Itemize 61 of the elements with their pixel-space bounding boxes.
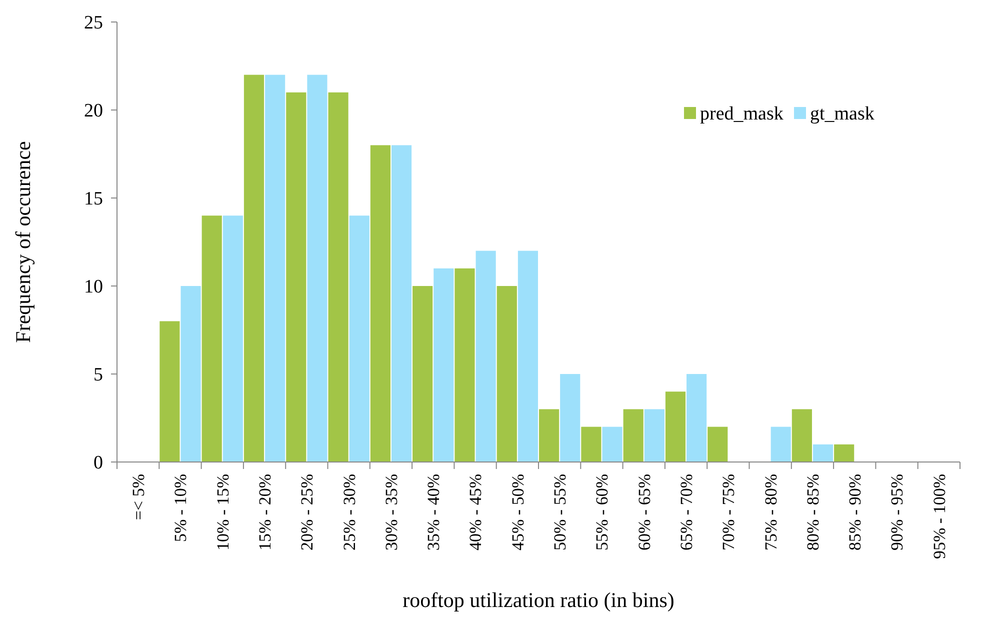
bar [265,74,286,462]
bar [222,216,243,462]
x-tick-label: 45% - 50% [508,474,528,550]
bar [286,92,306,462]
y-axis-title: Frequency of occurence [11,141,35,343]
bar [602,426,622,462]
bar [518,250,538,462]
y-tick-label: 20 [84,100,103,122]
x-tick-label: 35% - 40% [424,474,444,550]
x-tick-label: 85% - 90% [846,474,865,550]
x-tick-label: 40% - 45% [466,474,486,550]
bar [454,268,475,462]
x-tick-label: 10% - 15% [213,474,232,550]
x-axis-title: rooftop utilization ratio (in bins) [402,588,674,612]
x-tick-label: 80% - 85% [803,474,822,550]
bar [686,374,707,462]
x-tick-label: 70% - 75% [719,474,738,550]
bar [370,145,390,462]
bar [560,374,580,462]
x-tick-label: 30% - 35% [382,474,401,550]
x-tick-label: 55% - 60% [592,474,612,550]
bar [180,286,201,462]
bar [349,216,370,462]
x-tick-label: 5% - 10% [171,474,190,542]
bar [623,409,644,462]
bar [328,92,348,462]
bar [812,444,834,462]
bar [665,392,686,462]
x-tick-label: 15% - 20% [255,474,274,550]
bar [476,250,496,462]
x-tick-label: 20% - 25% [298,474,317,550]
x-tick-label: =< 5% [129,474,148,520]
x-tick-label: 95% - 100% [930,474,949,559]
x-tick-label: 25% - 30% [340,474,359,550]
bar [792,409,812,462]
y-tick-label: 15 [84,188,103,210]
bar [834,444,854,462]
bar [202,216,222,462]
x-tick-label: 90% - 95% [888,474,907,550]
bar [770,426,791,462]
bar [412,286,433,462]
y-tick-label: 25 [84,12,103,34]
bar [708,426,728,462]
y-tick-label: 0 [94,452,103,474]
y-tick-label: 10 [84,276,103,298]
x-tick-label: 75% - 80% [761,474,780,550]
bar [244,74,264,462]
legend-label: pred_mask [700,104,784,125]
bar [391,145,412,462]
x-tick-label: 65% - 70% [676,474,696,550]
bar [539,409,560,462]
bar [307,74,328,462]
x-tick-label: 60% - 65% [634,474,654,550]
bar [581,426,602,462]
bar [434,268,454,462]
bar [496,286,517,462]
bar [644,409,664,462]
bar [160,321,180,462]
y-tick-label: 5 [94,364,103,386]
x-tick-label: 50% - 55% [550,474,570,550]
legend-label: gt_mask [810,104,875,125]
